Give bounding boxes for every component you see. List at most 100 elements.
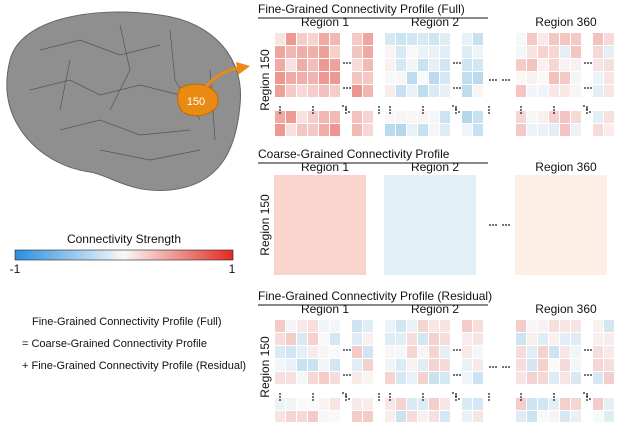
matrix-cell	[516, 398, 526, 410]
matrix-cell	[571, 359, 581, 371]
matrix-cell	[385, 111, 395, 123]
matrix-cell	[473, 372, 483, 384]
ellipsis-dot	[346, 87, 348, 89]
matrix-cell	[473, 346, 483, 358]
matrix-cell	[462, 372, 472, 384]
matrix-cell	[440, 346, 450, 358]
matrix-cell	[604, 346, 614, 358]
matrix-cell	[363, 124, 373, 136]
matrix-cell	[593, 46, 603, 58]
ellipsis-dot	[589, 398, 591, 400]
matrix-cell	[593, 320, 603, 332]
matrix-cell	[462, 359, 472, 371]
matrix-cell	[571, 333, 581, 345]
ellipsis-dot	[422, 393, 424, 395]
matrix-cell	[319, 359, 329, 371]
ellipsis-dot	[489, 79, 491, 81]
matrix-cell	[396, 398, 406, 410]
matrix-cell	[571, 346, 581, 358]
ellipsis-dot	[378, 106, 380, 108]
ellipsis-dot	[520, 393, 522, 395]
ellipsis-dot	[586, 112, 588, 114]
matrix-cell	[396, 111, 406, 123]
matrix-cell	[275, 398, 285, 410]
matrix-cell	[297, 85, 307, 97]
matrix-cell	[418, 320, 428, 332]
ellipsis-dot	[584, 87, 586, 89]
ellipsis-dot	[520, 112, 522, 114]
ellipsis-dot	[587, 62, 589, 64]
matrix-cell	[418, 33, 428, 45]
ellipsis-dot	[378, 393, 380, 395]
ellipsis-dot	[279, 109, 281, 111]
matrix-cell	[308, 124, 318, 136]
matrix-cell	[560, 46, 570, 58]
matrix-cell	[418, 333, 428, 345]
matrix-cell	[297, 372, 307, 384]
ellipsis-dot	[488, 109, 490, 111]
matrix-cell	[319, 72, 329, 84]
matrix-cell	[418, 72, 428, 84]
matrix-cell	[527, 59, 537, 71]
matrix-cell	[396, 346, 406, 358]
matrix-cell	[275, 46, 285, 58]
matrix-cell	[275, 85, 285, 97]
ellipsis-dot	[312, 399, 314, 401]
matrix-cell	[462, 46, 472, 58]
ellipsis-dot	[455, 112, 457, 114]
matrix-cell	[429, 346, 439, 358]
matrix-cell	[604, 111, 614, 123]
matrix-cell	[440, 85, 450, 97]
matrix-cell	[560, 398, 570, 410]
matrix-cell	[527, 372, 537, 384]
matrix-cell	[363, 411, 373, 422]
ellipsis-dot	[455, 395, 457, 397]
ellipsis-dot	[459, 374, 461, 376]
matrix-cell	[549, 346, 559, 358]
ellipsis-dot	[342, 392, 344, 394]
matrix-cell	[440, 359, 450, 371]
matrix-cell	[407, 346, 417, 358]
ellipsis-dot	[502, 79, 504, 81]
matrix-cell	[319, 33, 329, 45]
matrix-cell	[516, 346, 526, 358]
matrix-cell	[297, 359, 307, 371]
matrix-cell	[571, 320, 581, 332]
column-label: Region 2	[411, 302, 459, 316]
ellipsis-dot	[590, 349, 592, 351]
colorbar-title: Connectivity Strength	[67, 232, 181, 246]
matrix-cell	[527, 124, 537, 136]
row-label: Region 150	[258, 336, 272, 398]
matrix-cell	[396, 85, 406, 97]
matrix-cell	[516, 33, 526, 45]
matrix-cell	[604, 72, 614, 84]
ellipsis-dot	[495, 79, 497, 81]
equation-line: + Fine-Grained Connectivity Profile (Res…	[22, 360, 246, 372]
matrix-cell	[527, 46, 537, 58]
matrix-cell	[275, 372, 285, 384]
ellipsis-dot	[346, 349, 348, 351]
ellipsis-dot	[279, 393, 281, 395]
matrix-cell	[604, 46, 614, 58]
matrix-cell	[440, 33, 450, 45]
matrix-cell	[571, 411, 581, 422]
matrix-cell	[538, 346, 548, 358]
ellipsis-dot	[345, 393, 347, 395]
matrix-cell	[385, 398, 395, 410]
ellipsis-dot	[453, 349, 455, 351]
matrix-cell	[473, 398, 483, 410]
matrix-cell	[385, 59, 395, 71]
matrix-cell	[352, 124, 362, 136]
ellipsis-dot	[505, 79, 507, 81]
ellipsis-dot	[312, 106, 314, 108]
ellipsis-dot	[455, 399, 457, 401]
matrix-cell	[473, 72, 483, 84]
ellipsis-dot	[348, 398, 350, 400]
matrix-cell	[516, 111, 526, 123]
ellipsis-dot	[453, 62, 455, 64]
ellipsis-dot	[520, 106, 522, 108]
ellipsis-dot	[502, 366, 504, 368]
matrix-cell	[308, 33, 318, 45]
ellipsis-dot	[488, 399, 490, 401]
ellipsis-dot	[456, 87, 458, 89]
